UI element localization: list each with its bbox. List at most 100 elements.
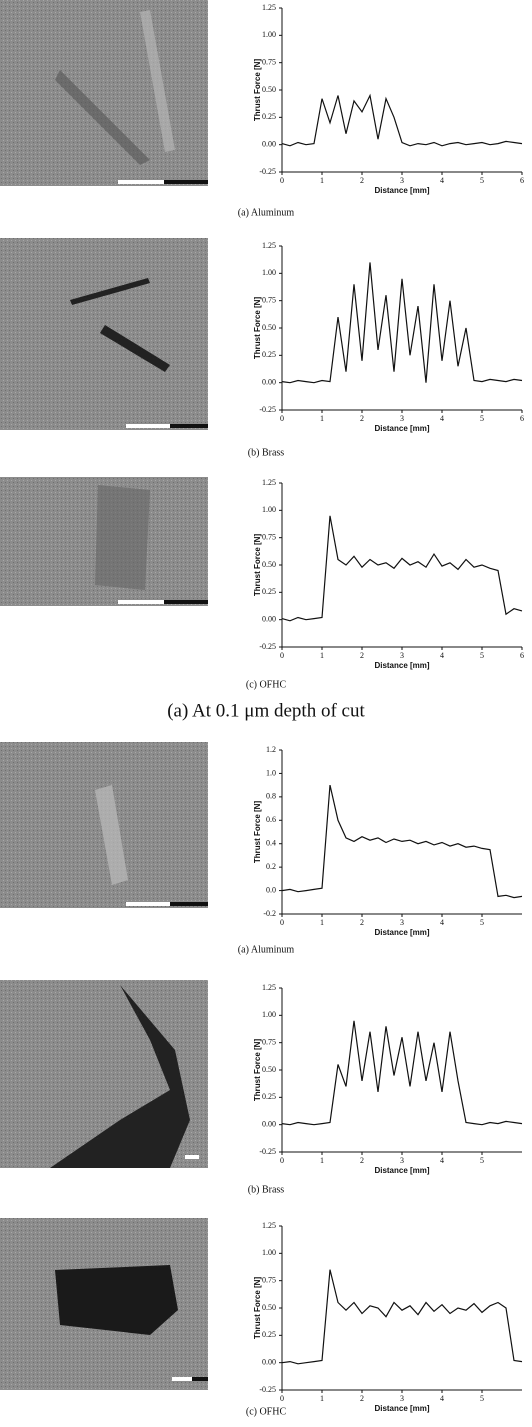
y-tick-label: 0.50 xyxy=(262,1303,276,1312)
x-tick-label: 1 xyxy=(320,414,324,423)
x-tick-label: 2 xyxy=(360,414,364,423)
y-tick-label: 0.50 xyxy=(262,323,276,332)
x-tick-label: 0 xyxy=(280,176,284,185)
x-tick-label: 3 xyxy=(400,414,404,423)
y-tick-label: 1.25 xyxy=(262,983,276,992)
caption: (c) OFHC xyxy=(246,1406,287,1417)
x-tick-label: 5 xyxy=(480,1156,484,1165)
y-axis-label: Thrust Force [N] xyxy=(253,1277,262,1340)
x-tick-label: 0 xyxy=(280,918,284,927)
x-tick-label: 6 xyxy=(520,414,524,423)
x-axis-label: Distance [mm] xyxy=(374,661,429,670)
y-tick-label: 1.00 xyxy=(262,268,276,277)
y-tick-label: 1.0 xyxy=(266,768,276,777)
y-tick-label: 1.00 xyxy=(262,505,276,514)
x-tick-label: 1 xyxy=(320,651,324,660)
x-axis-label: Distance [mm] xyxy=(374,424,429,433)
y-tick-label: 0.6 xyxy=(266,815,276,824)
y-tick-label: 0.00 xyxy=(262,139,276,148)
x-tick-label: 4 xyxy=(440,414,444,423)
y-tick-label: -0.25 xyxy=(259,167,276,176)
y-axis-label: Thrust Force [N] xyxy=(253,59,262,122)
y-tick-label: 0.00 xyxy=(262,1119,276,1128)
y-tick-label: -0.25 xyxy=(259,642,276,651)
x-tick-label: 2 xyxy=(360,176,364,185)
caption: (c) OFHC xyxy=(246,679,287,690)
y-tick-label: -0.25 xyxy=(259,1147,276,1156)
x-tick-label: 5 xyxy=(480,176,484,185)
y-tick-label: 1.00 xyxy=(262,30,276,39)
x-tick-label: 0 xyxy=(280,414,284,423)
y-tick-label: 0.50 xyxy=(262,560,276,569)
x-tick-label: 5 xyxy=(480,918,484,927)
x-tick-label: 3 xyxy=(400,918,404,927)
x-tick-label: 1 xyxy=(320,1394,324,1403)
x-tick-label: 3 xyxy=(400,651,404,660)
x-tick-label: 5 xyxy=(480,1394,484,1403)
x-tick-label: 4 xyxy=(440,918,444,927)
micrographs xyxy=(0,0,208,1390)
y-tick-label: 0.00 xyxy=(262,377,276,386)
y-tick-label: 1.00 xyxy=(262,1248,276,1257)
caption: (a) Aluminum xyxy=(238,944,295,955)
x-tick-label: 4 xyxy=(440,1156,444,1165)
x-tick-label: 3 xyxy=(400,1156,404,1165)
force-line xyxy=(281,515,523,622)
y-tick-label: -0.25 xyxy=(259,405,276,414)
x-tick-label: 4 xyxy=(440,1394,444,1403)
x-tick-label: 2 xyxy=(360,1394,364,1403)
force-line xyxy=(281,1020,523,1126)
y-axis-label: Thrust Force [N] xyxy=(253,534,262,597)
y-tick-label: 0.75 xyxy=(262,1037,276,1046)
x-tick-label: 6 xyxy=(520,651,524,660)
x-tick-label: 3 xyxy=(400,1394,404,1403)
y-tick-label: 0.8 xyxy=(266,792,276,801)
force-line xyxy=(281,784,523,899)
x-tick-label: 1 xyxy=(320,918,324,927)
x-tick-label: 0 xyxy=(280,1156,284,1165)
y-axis-label: Thrust Force [N] xyxy=(253,297,262,360)
y-tick-label: 0.25 xyxy=(262,1092,276,1101)
y-tick-label: -0.25 xyxy=(259,1385,276,1394)
x-tick-label: 5 xyxy=(480,651,484,660)
y-tick-label: 1.25 xyxy=(262,3,276,12)
y-tick-label: 0.0 xyxy=(266,885,276,894)
y-tick-label: 0.75 xyxy=(262,57,276,66)
caption: (b) Brass xyxy=(248,1184,284,1195)
x-tick-label: 4 xyxy=(440,651,444,660)
y-tick-label: 0.4 xyxy=(266,839,276,848)
y-tick-label: 0.50 xyxy=(262,85,276,94)
x-tick-label: 0 xyxy=(280,1394,284,1403)
x-axis-label: Distance [mm] xyxy=(374,186,429,195)
caption: (a) Aluminum xyxy=(238,207,295,218)
y-axis-label: Thrust Force [N] xyxy=(253,1039,262,1102)
y-tick-label: 0.25 xyxy=(262,587,276,596)
x-axis-label: Distance [mm] xyxy=(374,1404,429,1413)
section-heading: (a) At 0.1 μm depth of cut xyxy=(167,700,365,721)
force-line xyxy=(281,93,523,147)
y-tick-label: 0.2 xyxy=(266,862,276,871)
force-line xyxy=(281,262,523,384)
y-tick-label: 0.75 xyxy=(262,295,276,304)
y-tick-label: 0.75 xyxy=(262,532,276,541)
x-tick-label: 0 xyxy=(280,651,284,660)
y-tick-label: 0.00 xyxy=(262,614,276,623)
x-tick-label: 5 xyxy=(480,414,484,423)
micrograph xyxy=(0,0,208,186)
x-tick-label: 2 xyxy=(360,1156,364,1165)
y-tick-label: 0.00 xyxy=(262,1357,276,1366)
y-tick-label: 0.50 xyxy=(262,1065,276,1074)
y-tick-label: 0.25 xyxy=(262,1330,276,1339)
x-axis-label: Distance [mm] xyxy=(374,928,429,937)
y-axis-label: Thrust Force [N] xyxy=(253,801,262,864)
x-tick-label: 4 xyxy=(440,176,444,185)
x-tick-label: 1 xyxy=(320,1156,324,1165)
x-tick-label: 1 xyxy=(320,176,324,185)
caption: (b) Brass xyxy=(248,447,284,458)
y-tick-label: 1.2 xyxy=(266,745,276,754)
x-tick-label: 3 xyxy=(400,176,404,185)
y-tick-label: 1.25 xyxy=(262,478,276,487)
y-tick-label: -0.2 xyxy=(263,909,276,918)
y-tick-label: 1.25 xyxy=(262,241,276,250)
